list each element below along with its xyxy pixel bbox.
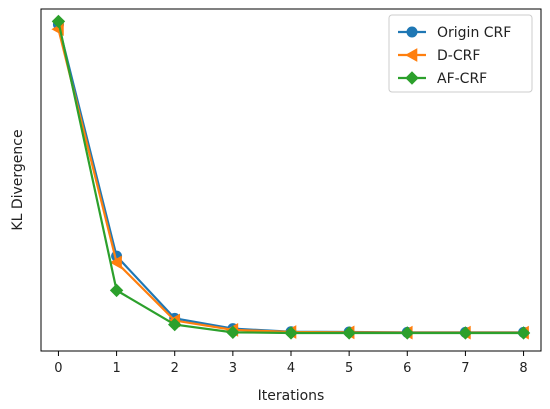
- y-axis-label: KL Divergence: [10, 129, 26, 230]
- x-axis-label: Iterations: [258, 388, 325, 404]
- legend-marker: [405, 71, 419, 85]
- data-point: [168, 317, 182, 332]
- data-point: [51, 14, 66, 29]
- legend-marker: [404, 48, 418, 62]
- legend: Origin CRF D-CRF AF-CRF: [388, 14, 533, 93]
- x-tick-label: 5: [345, 361, 353, 376]
- data-point: [284, 326, 298, 340]
- legend-box: [388, 14, 533, 93]
- x-tick-label: 1: [112, 361, 120, 376]
- series-2: [51, 14, 531, 340]
- x-tick-label: 8: [519, 361, 527, 376]
- x-tick-label: 3: [229, 361, 237, 376]
- data-point: [400, 326, 414, 340]
- legend-label: Origin CRF: [437, 25, 511, 41]
- x-tick-label: 2: [171, 361, 179, 376]
- data-point: [109, 283, 124, 298]
- data-point: [458, 326, 473, 340]
- data-point: [516, 326, 531, 340]
- x-axis-ticks: 0 1 2 3 4 5 6 7 8: [54, 351, 528, 376]
- x-tick-label: 0: [54, 361, 62, 376]
- x-tick-label: 6: [403, 361, 411, 376]
- legend-label: AF-CRF: [437, 71, 487, 87]
- series-layer: [51, 14, 531, 340]
- x-tick-label: 4: [287, 361, 295, 376]
- data-point: [342, 326, 356, 340]
- x-tick-label: 7: [461, 361, 469, 376]
- data-point: [109, 255, 122, 270]
- legend-label: D-CRF: [437, 48, 480, 64]
- legend-marker: [406, 26, 418, 38]
- data-point: [226, 325, 240, 340]
